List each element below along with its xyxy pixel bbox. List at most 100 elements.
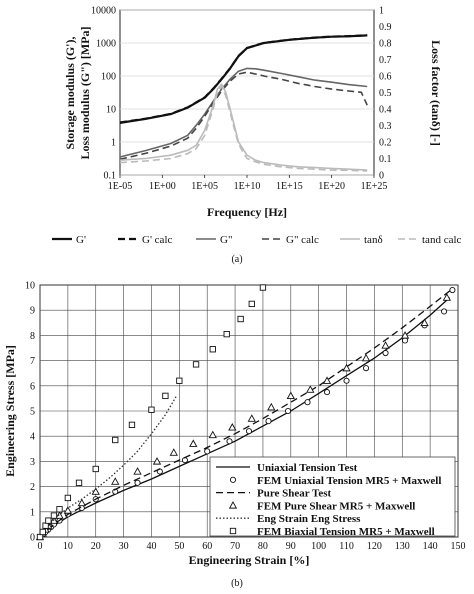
panel-a-y-axis-label-line1: Storage modulus (G'), [63,36,77,149]
panel-a-right-tick-label: 0.7 [379,55,392,66]
panel-a-right-tick-label: 0.6 [379,72,392,83]
panel-a-legend-label-3: G" calc [286,234,319,246]
panel-b-circle-marker [226,438,233,445]
panel-b-x-tick-label: 20 [91,541,101,552]
panel-b-x-tick-label: 110 [339,541,354,552]
panel-b-legend-swatch-5 [229,527,237,535]
panel-b-square-marker [45,517,52,524]
panel-b-x-axis-label: Engineering Strain [%] [189,553,310,567]
panel-a-y-tick-label: 0.1 [104,171,117,182]
panel-b-circle-marker [284,407,292,415]
panel-a-series-line-4 [119,83,368,171]
panel-b-triangle-marker [228,423,237,431]
panel-b-triangle-marker [400,331,410,339]
panel-a-y-tick-label: 10 [106,105,116,116]
panel-b-triangle-marker [381,341,390,349]
panel-a-legend-label-2: G" [220,234,232,246]
panel-b-y-tick-label: 5 [30,407,35,418]
panel-b-triangle-marker [208,430,217,439]
panel-b-x-tick-label: 140 [423,541,438,552]
panel-a-right-tick-label: 0.2 [379,138,392,149]
panel-a-x-tick-label: 1E+05 [191,181,218,192]
panel-b-circle-marker [402,337,409,344]
panel-a-x-tick-label: 1E+00 [149,181,176,192]
panel-b-x-tick-label: 130 [395,541,410,552]
panel-b-tick-labels: 0 10 20 30 40 50 60 70 80 90 100 110 120 130 140 150 0 1 2… [25,281,466,553]
panel-b-x-tick-label: 10 [63,541,73,552]
panel-a-x-tick-label: 1E+15 [276,181,303,192]
panel-a-series-line-0 [119,34,368,124]
panel-b-triangle-marker [169,448,178,456]
panel-b-y-tick-label: 4 [30,432,35,443]
panel-b-circle-marker [304,399,311,406]
panel-b-circle-marker [449,286,456,294]
panel-b-circle-marker [245,428,253,435]
panel-a-x-tick-label: 1E+25 [361,181,388,192]
panel-b-triangle-marker [77,498,86,507]
panel-a-legend-label-4: tanδ [364,234,383,246]
panel-b-triangle-marker [91,487,100,495]
panel-a-tick-labels: 0.1 1 10 100 1000 10000 0 0.1 0.2 0.3 0.4 0.5 0.6 0.7… [91,6,392,193]
panel-b-x-tick-label: 150 [451,541,466,552]
panel-b-x-tick-label: 40 [146,541,156,552]
panel-a-y-tick-label: 1 [111,138,116,149]
panel-b-square-marker [50,512,58,519]
panel-a-right-tick-label: 0 [379,171,384,182]
panel-b-square-marker [128,421,136,429]
panel-b-y-tick-label: 7 [30,356,35,367]
panel-b-triangle-marker [286,391,295,400]
panel-b-triangle-marker [442,293,452,301]
panel-b-square-marker [112,436,119,444]
panel-b-triangle-marker [306,385,315,393]
panel-a-x-tick-label: 1E+20 [318,181,345,192]
panel-b-legend-label-5: FEM Biaxial Tension MR5 + Maxwell [257,526,435,538]
panel-b-caption: (b) [231,578,243,589]
panel-a-caption: (a) [231,254,242,265]
panel-b-legend-label-2: Pure Shear Test [257,488,331,500]
panel-b-square-marker [248,300,255,308]
panel-b-square-marker [64,494,72,502]
panel-b-legend-label-0: Uniaxial Tension Test [257,462,358,474]
panel-a-y-tick-label: 10000 [91,6,116,17]
panel-a-x-tick-label: 1E-05 [108,181,132,192]
panel-b-square-marker [192,361,200,368]
panel-b-triangle-marker [63,506,73,514]
panel-a-gridlines [119,9,375,178]
panel-b-circle-marker [362,365,370,372]
panel-b-circle-marker [265,418,272,425]
panel-b-square-marker [42,522,49,529]
panel-a-series-line-5 [119,85,368,172]
panel-b-square-marker [237,315,244,323]
panel-b-triangle-marker [322,376,332,384]
panel-b-circle-marker [441,308,448,315]
panel-b-triangle-marker [361,353,371,362]
panel-b-legend-label-4: Eng Strain Eng Stress [257,513,361,525]
panel-a-y-axis-label-line2: Loss modulus (G") [MPa] [78,26,92,159]
panel-b-triangle-marker [133,467,142,475]
panel-b-square-marker [75,479,83,486]
panel-b-x-tick-label: 70 [230,541,240,552]
panel-a-right-tick-label: 1 [379,6,384,17]
panel-b-x-tick-label: 60 [202,541,212,552]
panel-b-circle-marker [323,389,331,396]
panel-b-circle-marker [382,349,389,357]
panel-a-legend-label-1: G' calc [142,234,172,246]
panel-a-x-tick-label: 1E+10 [234,181,261,192]
panel-b-x-tick-label: 120 [367,541,382,552]
panel-a-series [119,34,368,172]
panel-a-right-tick-label: 0.1 [379,154,392,165]
panel-b-circle-marker [134,479,141,486]
panel-b-y-tick-label: 0 [30,533,35,544]
panel-b-triangle-marker [420,318,429,326]
panel-b-x-tick-label: 50 [174,541,184,552]
panel-b-x-tick-label: 0 [38,541,43,552]
panel-a-loss-modulus-chart: 0.1 1 10 100 1000 10000 0 0.1 0.2 0.3 0.4 0.5 0.6 0.7… [52,6,462,265]
panel-a-right-tick-label: 0.5 [379,88,392,99]
panel-b-triangle-marker [189,439,198,447]
panel-b-legend-swatch-3 [228,501,238,509]
panel-b-legend-swatch-1 [229,476,237,483]
panel-b-triangle-marker [247,414,256,422]
panel-a-y-tick-label: 1000 [96,39,116,50]
panel-b-triangle-marker [152,457,162,465]
